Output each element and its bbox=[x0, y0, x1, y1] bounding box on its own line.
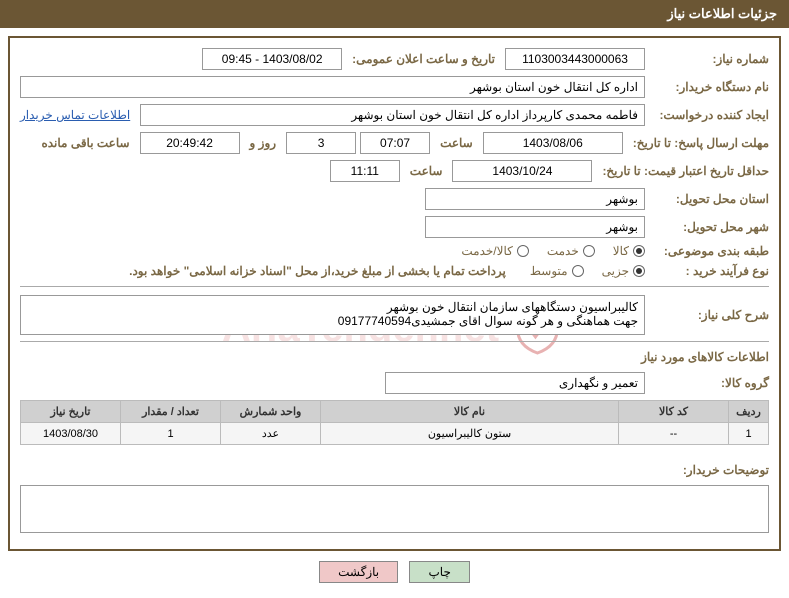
time-label-2: ساعت bbox=[404, 164, 449, 178]
th-date: تاریخ نیاز bbox=[21, 401, 121, 423]
city-field: بوشهر bbox=[425, 216, 645, 238]
deadline-date-field: 1403/08/06 bbox=[483, 132, 623, 154]
remaining-label: ساعت باقی مانده bbox=[35, 136, 135, 150]
buyer-org-field: اداره کل انتقال خون استان بوشهر bbox=[20, 76, 645, 98]
need-no-label: شماره نیاز: bbox=[649, 52, 769, 66]
validity-date-field: 1403/10/24 bbox=[452, 160, 592, 182]
page-header: جزئیات اطلاعات نیاز bbox=[0, 0, 789, 28]
th-qty: تعداد / مقدار bbox=[121, 401, 221, 423]
remaining-time-field: 20:49:42 bbox=[140, 132, 240, 154]
buyer-note-field bbox=[20, 485, 769, 533]
radio-service[interactable] bbox=[583, 245, 595, 257]
table-row: 1 -- ستون کالیبراسیون عدد 1 1403/08/30 bbox=[21, 423, 769, 445]
radio-medium[interactable] bbox=[572, 265, 584, 277]
category-label: طبقه بندی موضوعی: bbox=[649, 244, 769, 258]
need-no-field: 1103003443000063 bbox=[505, 48, 645, 70]
th-row: ردیف bbox=[729, 401, 769, 423]
group-label: گروه کالا: bbox=[649, 376, 769, 390]
deadline-label: مهلت ارسال پاسخ: تا تاریخ: bbox=[627, 136, 769, 150]
radio-both[interactable] bbox=[517, 245, 529, 257]
payment-note: پرداخت تمام یا بخشی از مبلغ خرید،از محل … bbox=[129, 264, 506, 278]
summary-field: کالیبراسیون دستگاههای سازمان انتقال خون … bbox=[20, 295, 645, 335]
goods-section-title: اطلاعات کالاهای مورد نیاز bbox=[20, 341, 769, 364]
deadline-time-field: 07:07 bbox=[360, 132, 430, 154]
province-label: استان محل تحویل: bbox=[649, 192, 769, 206]
validity-label: حداقل تاریخ اعتبار قیمت: تا تاریخ: bbox=[596, 164, 769, 178]
province-field: بوشهر bbox=[425, 188, 645, 210]
requester-label: ایجاد کننده درخواست: bbox=[649, 108, 769, 122]
days-field: 3 bbox=[286, 132, 356, 154]
buyer-org-label: نام دستگاه خریدار: bbox=[649, 80, 769, 94]
validity-time-field: 11:11 bbox=[330, 160, 400, 182]
time-label-1: ساعت bbox=[434, 136, 479, 150]
th-code: کد کالا bbox=[619, 401, 729, 423]
th-unit: واحد شمارش bbox=[221, 401, 321, 423]
process-radio-group: جزیی متوسط bbox=[530, 264, 645, 278]
page-title: جزئیات اطلاعات نیاز bbox=[667, 6, 777, 21]
details-panel: AriaTender.net شماره نیاز: 1103003443000… bbox=[8, 36, 781, 551]
button-bar: چاپ بازگشت bbox=[0, 561, 789, 583]
back-button[interactable]: بازگشت bbox=[319, 561, 398, 583]
buyer-note-label: توضیحات خریدار: bbox=[649, 463, 769, 477]
requester-field: فاطمه محمدی کارپرداز اداره کل انتقال خون… bbox=[140, 104, 645, 126]
city-label: شهر محل تحویل: bbox=[649, 220, 769, 234]
goods-table: ردیف کد کالا نام کالا واحد شمارش تعداد /… bbox=[20, 400, 769, 445]
group-field: تعمیر و نگهداری bbox=[385, 372, 645, 394]
public-date-label: تاریخ و ساعت اعلان عمومی: bbox=[346, 52, 501, 66]
days-label: روز و bbox=[244, 136, 283, 150]
category-radio-group: کالا خدمت کالا/خدمت bbox=[461, 244, 645, 258]
contact-link[interactable]: اطلاعات تماس خریدار bbox=[20, 108, 130, 122]
radio-goods[interactable] bbox=[633, 245, 645, 257]
public-date-field: 1403/08/02 - 09:45 bbox=[202, 48, 342, 70]
th-name: نام کالا bbox=[321, 401, 619, 423]
radio-partial[interactable] bbox=[633, 265, 645, 277]
process-label: نوع فرآیند خرید : bbox=[649, 264, 769, 278]
summary-label: شرح کلی نیاز: bbox=[649, 308, 769, 322]
print-button[interactable]: چاپ bbox=[409, 561, 469, 583]
